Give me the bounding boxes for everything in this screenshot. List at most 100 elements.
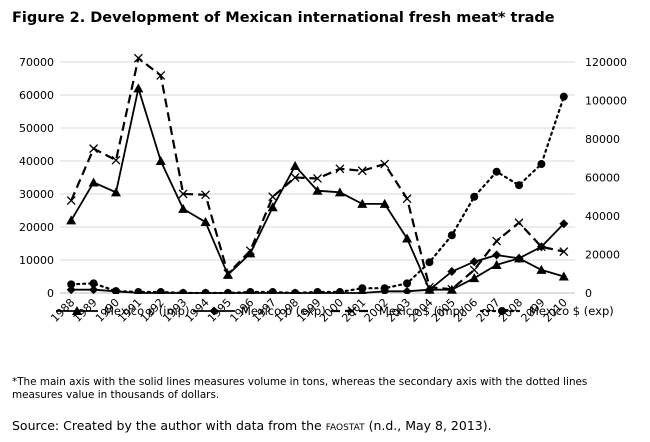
chart-figure: 0 10000 20000 30000 40000 50000 60000 70000 0 20… xyxy=(19,53,627,325)
data-point xyxy=(491,259,502,269)
source-org: faostat xyxy=(325,418,365,433)
y-right-tick-label: 20000 xyxy=(585,249,620,262)
data-point xyxy=(89,144,99,154)
y-right-tick-label: 0 xyxy=(585,287,592,300)
gridlines xyxy=(60,61,575,294)
data-point xyxy=(334,187,345,197)
data-point xyxy=(312,185,323,195)
data-point xyxy=(89,279,98,288)
data-point xyxy=(447,284,457,294)
legend-item: Mexico p (exp) xyxy=(193,304,326,318)
y-right-tick-label: 60000 xyxy=(585,172,620,185)
data-point xyxy=(290,160,301,170)
data-point xyxy=(313,288,322,294)
data-point xyxy=(559,247,569,257)
data-point xyxy=(469,265,479,275)
figure-note: *The main axis with the solid lines meas… xyxy=(12,376,588,401)
y-left-tick-label: 0 xyxy=(47,287,54,300)
legend-item: Mexico $ (exp) xyxy=(479,304,614,318)
data-point xyxy=(67,280,76,289)
data-point xyxy=(447,267,457,277)
data-point xyxy=(133,83,144,93)
series-line xyxy=(70,95,565,294)
legend-item: Mexico p (imp) xyxy=(56,304,189,318)
data-point xyxy=(66,215,77,225)
data-point xyxy=(492,250,502,260)
data-point xyxy=(111,287,120,294)
data-point xyxy=(380,159,390,169)
data-point xyxy=(156,288,165,294)
data-point xyxy=(88,177,99,187)
series-line xyxy=(71,223,565,294)
data-point xyxy=(425,258,434,267)
data-point xyxy=(179,289,188,294)
series-line xyxy=(70,56,565,291)
legend-label: Mexico $ (imp) xyxy=(379,304,464,318)
data-point xyxy=(537,160,546,169)
y-left-tick-label: 40000 xyxy=(19,155,54,168)
legend-marker xyxy=(347,306,357,316)
y-left-tick-label: 70000 xyxy=(19,56,54,69)
data-point xyxy=(514,218,524,228)
legend-marker xyxy=(209,306,219,316)
data-point xyxy=(357,166,367,176)
y-axis-left: 0 10000 20000 30000 40000 50000 60000 70000 xyxy=(19,56,54,300)
y-right-tick-label: 120000 xyxy=(585,56,627,69)
data-point xyxy=(223,269,233,279)
data-point xyxy=(335,288,344,294)
y-axis-right: 0 20000 40000 60000 80000 100000 120000 xyxy=(585,56,627,300)
data-point xyxy=(492,236,502,246)
data-point xyxy=(357,198,368,208)
figure-source: Source: Created by the author with data … xyxy=(12,418,492,433)
data-point xyxy=(110,187,121,197)
figure-title: Figure 2. Development of Mexican interna… xyxy=(12,10,555,26)
data-point xyxy=(559,92,568,101)
y-right-tick-label: 80000 xyxy=(585,133,620,146)
legend-label: Mexico p (imp) xyxy=(104,304,189,318)
data-point xyxy=(379,198,390,208)
data-point xyxy=(402,233,413,243)
data-point xyxy=(134,288,143,294)
data-point xyxy=(223,289,232,294)
data-point xyxy=(178,189,188,199)
y-left-tick-label: 30000 xyxy=(19,188,54,201)
data-point xyxy=(424,285,434,294)
data-point xyxy=(514,253,524,263)
data-point xyxy=(66,285,76,294)
legend-label: Mexico p (exp) xyxy=(241,304,326,318)
data-point xyxy=(268,288,277,294)
series-x xyxy=(66,53,569,294)
series-circle xyxy=(67,92,568,294)
data-point xyxy=(358,284,367,293)
legend-marker xyxy=(498,307,506,315)
legend-label: Mexico $ (exp) xyxy=(529,304,614,318)
data-point xyxy=(469,257,479,267)
data-point xyxy=(403,279,412,288)
data-point xyxy=(111,155,121,165)
data-point xyxy=(470,192,479,201)
data-point xyxy=(178,203,189,213)
series-triangle xyxy=(66,83,569,294)
data-point xyxy=(536,264,547,274)
data-point xyxy=(291,289,300,294)
data-point xyxy=(558,271,569,281)
data-point xyxy=(89,285,99,294)
data-point xyxy=(66,196,76,206)
series-lines xyxy=(66,53,569,294)
data-point xyxy=(268,192,278,202)
data-point xyxy=(267,202,278,212)
legend: Mexico p (imp) Mexico p (exp) Mexico $ (im… xyxy=(56,304,614,318)
data-point xyxy=(402,194,412,204)
data-point xyxy=(515,181,524,190)
data-point xyxy=(245,246,255,256)
legend-item: Mexico $ (imp) xyxy=(331,304,464,318)
source-suffix: (n.d., May 8, 2013). xyxy=(364,418,492,433)
y-left-tick-label: 60000 xyxy=(19,89,54,102)
data-point xyxy=(402,286,412,294)
y-left-tick-label: 20000 xyxy=(19,221,54,234)
data-point xyxy=(201,289,210,294)
y-left-tick-label: 10000 xyxy=(19,254,54,267)
y-right-tick-label: 100000 xyxy=(585,95,627,108)
data-point xyxy=(200,217,211,227)
data-point xyxy=(335,164,345,174)
